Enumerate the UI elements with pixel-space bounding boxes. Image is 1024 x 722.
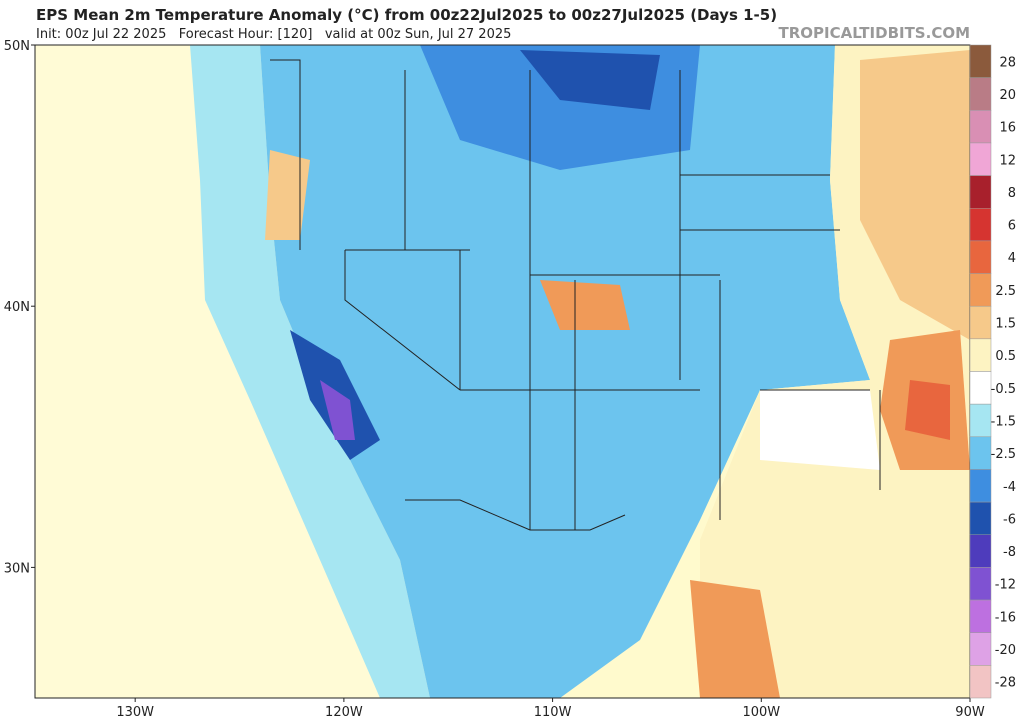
colorbar-label: 20 bbox=[999, 88, 1016, 103]
lon-label: 110W bbox=[534, 705, 572, 718]
colorbar-swatch bbox=[969, 240, 992, 274]
colorbar-swatch bbox=[969, 110, 992, 144]
colorbar-swatch bbox=[969, 665, 992, 699]
lon-label: 100W bbox=[742, 705, 780, 718]
lat-label: 50N bbox=[4, 39, 30, 54]
colorbar-label: 16 bbox=[999, 121, 1016, 136]
colorbar-label: -12 bbox=[995, 578, 1016, 593]
colorbar-swatch bbox=[969, 142, 992, 176]
colorbar-swatch bbox=[969, 501, 992, 536]
colorbar-swatch bbox=[969, 567, 992, 601]
colorbar-label: 1.5 bbox=[995, 317, 1016, 332]
colorbar-label: -1.5 bbox=[991, 414, 1016, 429]
colorbar-swatch bbox=[969, 469, 992, 503]
colorbar-label: -2.5 bbox=[991, 447, 1016, 462]
colorbar-label: 4 bbox=[1008, 251, 1016, 266]
colorbar-label: 8 bbox=[1008, 186, 1016, 201]
colorbar-label: 2.5 bbox=[995, 284, 1016, 299]
lat-label: 40N bbox=[4, 300, 30, 315]
colorbar-label: 28 bbox=[999, 55, 1016, 70]
colorbar-swatch bbox=[969, 77, 992, 111]
colorbar-swatch bbox=[969, 273, 992, 307]
colorbar-swatch bbox=[969, 632, 992, 666]
credit: TROPICALTIDBITS.COM bbox=[779, 24, 971, 42]
colorbar-label: -16 bbox=[995, 610, 1016, 625]
lon-label: 130W bbox=[116, 705, 154, 718]
colorbar-label: -4 bbox=[1003, 480, 1016, 495]
colorbar-label: 6 bbox=[1008, 219, 1016, 234]
colorbar-swatch bbox=[969, 403, 992, 438]
colorbar-label: -0.5 bbox=[991, 382, 1016, 397]
colorbar-swatch bbox=[969, 338, 992, 372]
colorbar-swatch bbox=[969, 305, 992, 340]
colorbar-swatch bbox=[969, 44, 992, 78]
colorbar-swatch bbox=[969, 371, 992, 405]
map-field bbox=[35, 45, 970, 698]
lon-label: 90W bbox=[955, 705, 985, 718]
colorbar-swatch bbox=[969, 534, 992, 568]
colorbar-swatch bbox=[969, 599, 992, 633]
colorbar-label: -8 bbox=[1003, 545, 1016, 560]
subtitle: Init: 00z Jul 22 2025 Forecast Hour: [12… bbox=[36, 27, 511, 42]
colorbar-swatch bbox=[969, 175, 992, 209]
colorbar-label: -28 bbox=[995, 676, 1016, 691]
colorbar-label: -6 bbox=[1003, 512, 1016, 527]
title: EPS Mean 2m Temperature Anomaly (°C) fro… bbox=[36, 6, 777, 24]
lat-label: 30N bbox=[4, 561, 30, 576]
colorbar-label: 12 bbox=[999, 153, 1016, 168]
colorbar-swatch bbox=[969, 436, 992, 470]
colorbar-label: 0.5 bbox=[995, 349, 1016, 364]
colorbar-swatch bbox=[969, 208, 992, 242]
colorbar-label: -20 bbox=[995, 643, 1016, 658]
lon-label: 120W bbox=[325, 705, 363, 718]
